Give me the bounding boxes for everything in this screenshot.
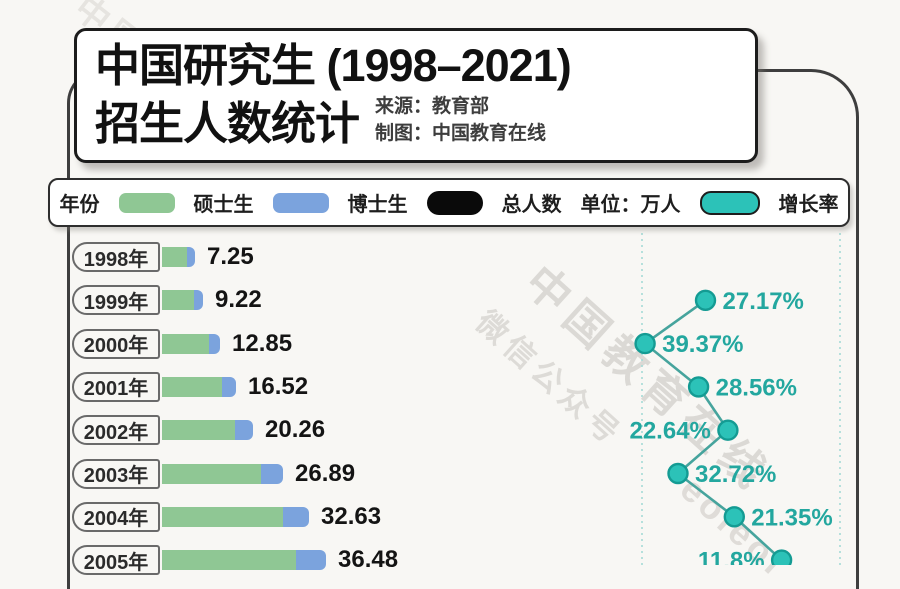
master-segment xyxy=(162,420,235,441)
year-row: 1999年 9.22 xyxy=(72,285,262,316)
year-pill: 2001年 xyxy=(72,371,160,402)
year-pill: 2004年 xyxy=(72,501,160,532)
doctor-segment xyxy=(209,333,220,354)
year-row: 2003年 26.89 xyxy=(72,458,356,489)
legend-swatch-green xyxy=(118,192,175,213)
year-pill: 2003年 xyxy=(72,458,160,489)
year-pill: 1999年 xyxy=(72,285,160,316)
total-value: 12.85 xyxy=(232,329,293,357)
doctor-segment xyxy=(235,420,253,441)
enrollment-bar xyxy=(162,376,236,397)
master-segment xyxy=(162,333,209,354)
legend-swatch-teal xyxy=(699,190,760,215)
year-pill: 1998年 xyxy=(72,242,160,272)
year-row: 2000年 12.85 xyxy=(72,328,293,359)
title-box: 中国研究生 (1998–2021) 招生人数统计 来源：教育部 制图：中国教育在… xyxy=(74,28,758,163)
enrollment-bar xyxy=(162,333,220,354)
total-value: 20.26 xyxy=(265,416,326,444)
enrollment-bar xyxy=(162,463,283,484)
master-segment xyxy=(162,463,261,484)
total-value: 7.25 xyxy=(207,243,254,270)
source-block: 来源：教育部 制图：中国教育在线 xyxy=(375,93,546,151)
year-row: 2002年 20.26 xyxy=(72,415,326,446)
master-segment xyxy=(162,247,187,267)
doctor-segment xyxy=(283,506,309,527)
year-row: 2005年 36.48 xyxy=(72,545,399,576)
total-value: 16.52 xyxy=(248,372,309,400)
doctor-segment xyxy=(187,247,195,267)
enrollment-bar xyxy=(162,550,326,571)
enrollment-bar xyxy=(162,420,253,441)
master-segment xyxy=(162,550,296,571)
legend-swatch-black xyxy=(426,190,483,215)
legend-unit-note: 单位：万人 xyxy=(580,194,681,216)
credit-label: 制图：中国教育在线 xyxy=(375,123,547,144)
master-segment xyxy=(162,376,222,397)
legend-year-label: 年份 xyxy=(59,194,100,216)
year-row: 2004年 32.63 xyxy=(72,501,382,532)
year-row: 2001年 16.52 xyxy=(72,371,309,402)
legend-item-label: 硕士生 xyxy=(193,194,254,216)
doctor-segment xyxy=(194,290,203,311)
year-pill: 2005年 xyxy=(72,545,160,576)
source-label: 来源：教育部 xyxy=(375,96,490,117)
legend: 年份 硕士生 博士生 总人数 单位：万人 增长率 xyxy=(48,178,850,227)
legend-item-label: 博士生 xyxy=(347,194,408,216)
total-value: 36.48 xyxy=(338,546,399,574)
legend-item-label: 增长率 xyxy=(778,194,839,216)
doctor-segment xyxy=(296,550,326,571)
legend-swatch-blue xyxy=(272,192,329,213)
enrollment-bar xyxy=(162,506,309,527)
page-title-line2: 招生人数统计 xyxy=(95,98,360,149)
year-row: 1998年 7.25 xyxy=(72,242,254,272)
total-value: 26.89 xyxy=(295,459,356,487)
doctor-segment xyxy=(261,463,283,484)
year-pill: 2000年 xyxy=(72,328,160,359)
master-segment xyxy=(162,290,194,311)
page-title-line1: 中国研究生 (1998–2021) xyxy=(95,40,572,91)
year-pill: 2002年 xyxy=(72,415,160,446)
master-segment xyxy=(162,506,283,527)
legend-item-label: 总人数 xyxy=(501,194,562,216)
total-value: 9.22 xyxy=(215,286,262,314)
enrollment-bar xyxy=(162,247,195,267)
doctor-segment xyxy=(222,376,236,397)
enrollment-bar xyxy=(162,290,203,311)
total-value: 32.63 xyxy=(321,502,382,530)
